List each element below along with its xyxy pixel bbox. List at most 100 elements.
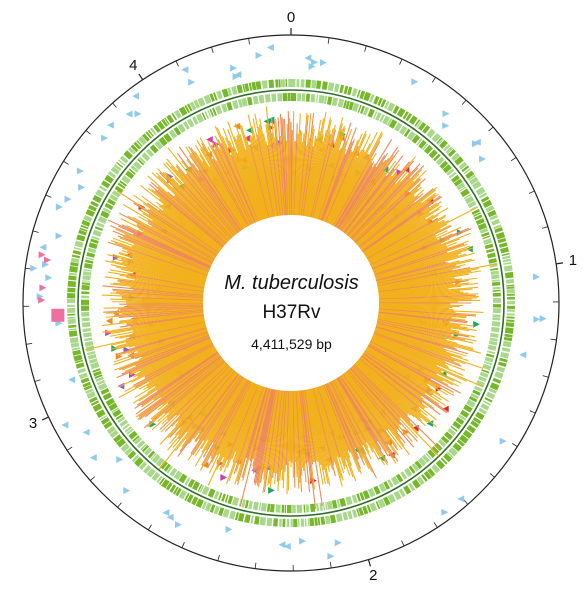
cds-block-reverse: [473, 212, 481, 217]
gc-content-bar: [159, 172, 229, 242]
gc-content-bar: [132, 289, 204, 297]
gc-content-bar: [124, 233, 210, 270]
gc-content-bar: [144, 359, 225, 429]
cds-block-forward: [107, 171, 117, 179]
gc-content-bar: [139, 338, 212, 372]
gc-content-bar: [291, 390, 293, 463]
outer-feature-marker: [334, 539, 342, 547]
gc-content-bar: [352, 168, 423, 241]
gc-content-bar: [125, 266, 206, 285]
gc-content-bar: [377, 317, 460, 333]
cds-block-reverse: [492, 286, 501, 290]
cds-block-reverse: [362, 106, 369, 116]
gc-content-bar: [367, 216, 446, 261]
gc-content-bar: [317, 149, 341, 220]
gc-content-bar: [374, 251, 448, 277]
gc-content-bar: [252, 118, 274, 217]
gc-content-bar: [368, 220, 446, 263]
gc-content-bar: [304, 389, 318, 461]
cds-block-reverse: [386, 118, 393, 127]
gc-content-bar: [257, 389, 277, 488]
outer-feature-marker: [76, 167, 84, 175]
cds-block-reverse: [163, 133, 173, 143]
gc-content-bar: [325, 130, 367, 223]
gc-content-bar: [201, 378, 247, 453]
cds-block-reverse: [433, 153, 441, 162]
gc-content-bar: [227, 384, 259, 461]
outer-feature-marker: [471, 140, 479, 148]
gc-content-bar: [300, 390, 312, 482]
cds-block-forward: [138, 461, 148, 471]
outer-feature-marker: [299, 537, 307, 545]
outer-feature-marker: [68, 376, 76, 384]
scale-tick-minor: [542, 375, 549, 378]
scale-tick-major: [367, 559, 372, 567]
gc-content-bar: [300, 390, 317, 509]
gc-content-bar: [169, 368, 233, 438]
gc-content-bar: [142, 212, 217, 258]
gc-content-bar: [119, 274, 205, 290]
gc-content-bar: [373, 332, 455, 362]
gc-content-bar: [263, 133, 278, 217]
gc-content-bar: [371, 338, 467, 382]
gc-content-bar: [171, 365, 231, 427]
gc-content-bar: [376, 264, 466, 285]
gc-content-bar: [367, 221, 439, 262]
cds-block-reverse: [133, 437, 142, 445]
outer-feature-marker: [55, 203, 63, 211]
gc-content-bar: [369, 342, 443, 382]
gc-content-bar: [351, 177, 411, 240]
gc-content-bar: [147, 219, 216, 260]
gc-content-bar: [257, 134, 275, 217]
gc-content-bar: [114, 258, 206, 283]
gc-content-bar: [376, 322, 447, 340]
gc-content-bar: [369, 341, 460, 387]
gc-content-bar: [141, 352, 220, 408]
gc-content-bar: [109, 318, 205, 337]
gc-content-bar: [306, 133, 324, 217]
gc-content-bar: [275, 119, 285, 216]
gc-content-bar: [378, 310, 452, 319]
cds-block-forward: [67, 318, 76, 324]
gc-content-bar: [309, 130, 331, 218]
cds-block-forward: [212, 92, 218, 101]
gc-content-bar: [306, 389, 327, 484]
gc-content-bar: [353, 364, 441, 450]
cds-block-forward: [92, 194, 102, 204]
cds-block-forward: [142, 133, 150, 142]
gc-content-bar: [359, 188, 434, 249]
gc-content-bar: [114, 308, 204, 316]
gc-content-bar: [353, 363, 409, 417]
gc-content-bar: [329, 151, 366, 225]
cds-block-reverse: [447, 427, 457, 436]
cds-block-reverse: [422, 143, 429, 151]
gc-content-bar: [296, 390, 304, 468]
gc-content-bar: [134, 351, 219, 409]
gc-content-bar: [297, 390, 305, 472]
outer-feature-marker: [308, 62, 316, 70]
cds-block-forward: [321, 81, 328, 90]
gc-content-bar: [361, 355, 441, 416]
cds-block-reverse: [121, 175, 131, 185]
gc-content-bar: [372, 334, 446, 365]
cds-block-reverse: [87, 353, 97, 360]
gc-content-bar: [116, 280, 204, 293]
gc-content-bar: [252, 388, 272, 467]
cds-block-reverse: [310, 503, 316, 513]
gc-content-bar: [219, 382, 255, 455]
cds-block-forward: [254, 516, 260, 525]
gc-content-bar: [297, 390, 307, 483]
gc-content-bar: [344, 163, 400, 234]
cds-block-forward: [278, 79, 281, 88]
gc-content-bar: [178, 146, 241, 232]
gc-content-bar: [300, 138, 311, 216]
gc-content-bar: [301, 125, 315, 216]
scale-tick-major: [556, 262, 564, 265]
gc-content-bar: [138, 356, 222, 421]
cds-block-reverse: [481, 231, 490, 238]
scale-tick-minor: [529, 410, 536, 414]
gc-content-bar: [376, 265, 456, 285]
gc-content-bar: [269, 390, 282, 489]
gc-content-bar: [332, 379, 374, 453]
